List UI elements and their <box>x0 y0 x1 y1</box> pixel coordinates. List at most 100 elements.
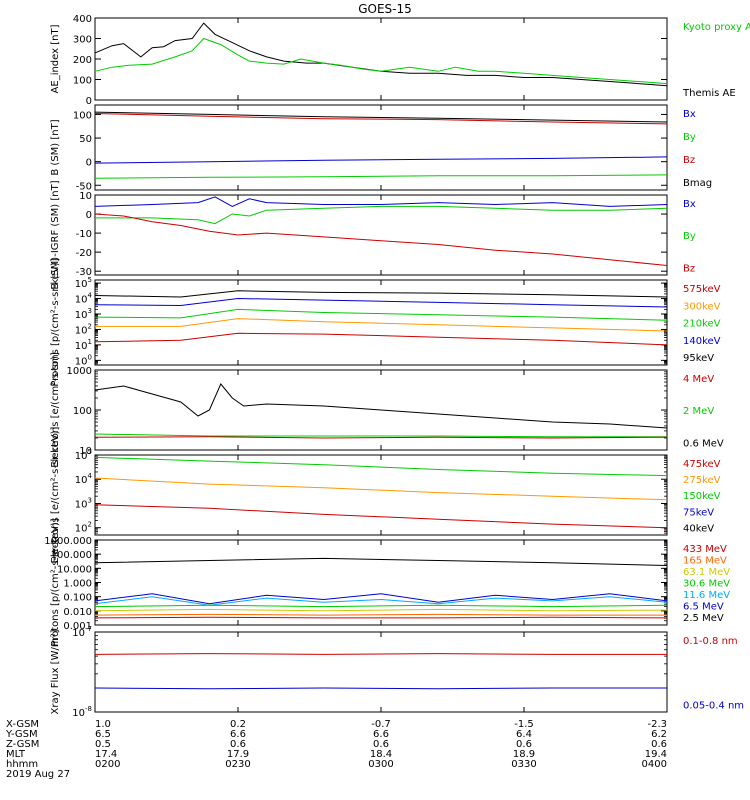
series-line-433-mev <box>94 616 668 619</box>
panel-frame <box>94 194 668 276</box>
series-line-4-mev <box>94 436 668 439</box>
y-axis-label: B (SM) [nT] <box>50 119 61 175</box>
ephem-value: 6.6 <box>373 729 389 740</box>
ephem-value: 0.2 <box>230 719 246 730</box>
legend-entry: 40keV <box>683 523 714 534</box>
legend-entry: Bx <box>683 109 696 120</box>
ephem-value: 0200 <box>95 759 120 770</box>
legend-entry: Bmag <box>683 178 712 189</box>
ephem-row-label: Y-GSM <box>5 729 38 740</box>
y-tick-label: 102 <box>75 322 92 336</box>
panel-8: 10-7 10-8 Xray Flux [W/m²] 0.1-0.8 nm 0.05-0… <box>50 625 744 719</box>
ephem-value: 6.6 <box>230 729 246 740</box>
ephem-value: 0.6 <box>651 739 667 750</box>
series-line-2-5-mev <box>94 557 668 566</box>
y-tick-label: 0 <box>86 158 92 169</box>
y-tick-label: 104 <box>75 472 93 486</box>
y-tick-label: 105 <box>75 448 92 462</box>
legend-entry: 63.1 MeV <box>683 567 730 578</box>
legend-entry: 210keV <box>683 319 721 330</box>
ephem-row-label: hhmm <box>6 759 38 770</box>
ephem-value: 0230 <box>225 759 250 770</box>
y-axis-label: Electrons [e/(cm²-s-sr-keV)] <box>50 426 61 563</box>
legend-entry: 75keV <box>683 507 714 518</box>
series-line-by <box>94 174 668 179</box>
y-tick-label: 105 <box>75 276 92 290</box>
panel-6: 105 104 103 102 Electrons [e/(cm²-s-sr-keV)]… <box>50 426 721 563</box>
y-tick-label: 102 <box>75 521 92 535</box>
y-tick-label: 100 <box>73 110 92 121</box>
ephem-value: 1.0 <box>95 719 111 730</box>
ephem-value: 18.4 <box>370 749 392 760</box>
y-tick-label: 103 <box>75 496 92 510</box>
ephem-value: -2.3 <box>647 719 667 730</box>
y-axis-label: Electrons [e/(cm²-s-sr)] <box>50 352 61 468</box>
y-axis-label: Protons [p/(cm²-s-sr-keV)] <box>50 258 61 386</box>
ephem-value: 19.4 <box>645 749 667 760</box>
legend-entry: 275keV <box>683 475 721 486</box>
legend-entry: 4 MeV <box>683 374 714 385</box>
ephem-value: 0.6 <box>373 739 389 750</box>
series-line-95kev <box>94 290 668 298</box>
y-tick-label: 100 <box>73 406 92 417</box>
ephem-value: 0.6 <box>230 739 246 750</box>
y-tick-label: 10 <box>79 446 92 457</box>
ephem-value: 18.9 <box>513 749 535 760</box>
series-line-165-mev <box>94 613 667 616</box>
legend-entry: 2 MeV <box>683 406 714 417</box>
y-tick-label: 400 <box>73 14 92 25</box>
series-line-475kev <box>94 504 668 529</box>
y-tick-label: 300 <box>73 35 92 46</box>
legend-entry: 165 MeV <box>683 556 727 567</box>
legend-entry: 11.6 MeV <box>683 590 730 601</box>
ephem-value: 17.4 <box>95 749 117 760</box>
legend-entry: Kyoto proxy AE <box>683 22 750 33</box>
legend-entry: 140keV <box>683 336 721 347</box>
y-tick-label: 0.010 <box>63 607 92 618</box>
y-tick-label: 1000.000 <box>44 536 92 547</box>
ephem-value: 0.6 <box>516 739 532 750</box>
series-line-bx <box>94 156 668 164</box>
y-tick-label: 100 <box>75 353 92 367</box>
y-tick-label: 50 <box>79 134 92 145</box>
ephem-value: 0.5 <box>95 739 111 750</box>
y-tick-label: 10-7 <box>72 625 92 639</box>
series-line-575kev <box>94 332 668 346</box>
legend-entry: Bx <box>683 199 696 210</box>
legend-entry: By <box>683 231 696 242</box>
ephem-value: -1.5 <box>514 719 534 730</box>
legend-entry: Bz <box>683 263 695 274</box>
ephem-value: 17.9 <box>227 749 249 760</box>
legend-entry: 0.05-0.4 nm <box>683 700 744 711</box>
y-tick-label: 104 <box>75 292 93 306</box>
series-line-bmag <box>94 111 668 123</box>
y-tick-label: -30 <box>76 267 92 278</box>
series-line-275kev <box>94 477 668 501</box>
y-tick-label: 10-8 <box>72 705 92 719</box>
legend-entry: 433 MeV <box>683 544 727 555</box>
y-axis-label: AE_index [nT] <box>50 24 61 93</box>
legend-entry: By <box>683 132 696 143</box>
series-line-kyoto-proxy-ae <box>94 37 668 85</box>
legend-entry: Themis AE <box>682 88 736 99</box>
y-tick-label: 200 <box>73 55 92 66</box>
y-tick-label: 0.100 <box>63 593 92 604</box>
legend-entry: 30.6 MeV <box>683 579 730 590</box>
legend-entry: 575keV <box>683 284 721 295</box>
series-line-0-6-mev <box>94 383 668 429</box>
y-tick-label: 0.001 <box>63 621 92 632</box>
series-line-bz <box>94 113 668 125</box>
legend-entry: Bz <box>683 155 695 166</box>
y-tick-label: 0 <box>86 210 92 221</box>
panel-1: 400 300 200 100 0 AE_index [nT] Kyoto proxy AE… <box>50 14 750 107</box>
y-tick-label: 0 <box>86 96 92 107</box>
ephem-row-label: Z-GSM <box>6 739 39 750</box>
y-tick-label: -20 <box>76 248 92 259</box>
y-axis-label: Xray Flux [W/m²] <box>50 629 61 714</box>
figure-title: GOES-15 <box>358 2 412 16</box>
series-line-bx <box>94 196 668 207</box>
